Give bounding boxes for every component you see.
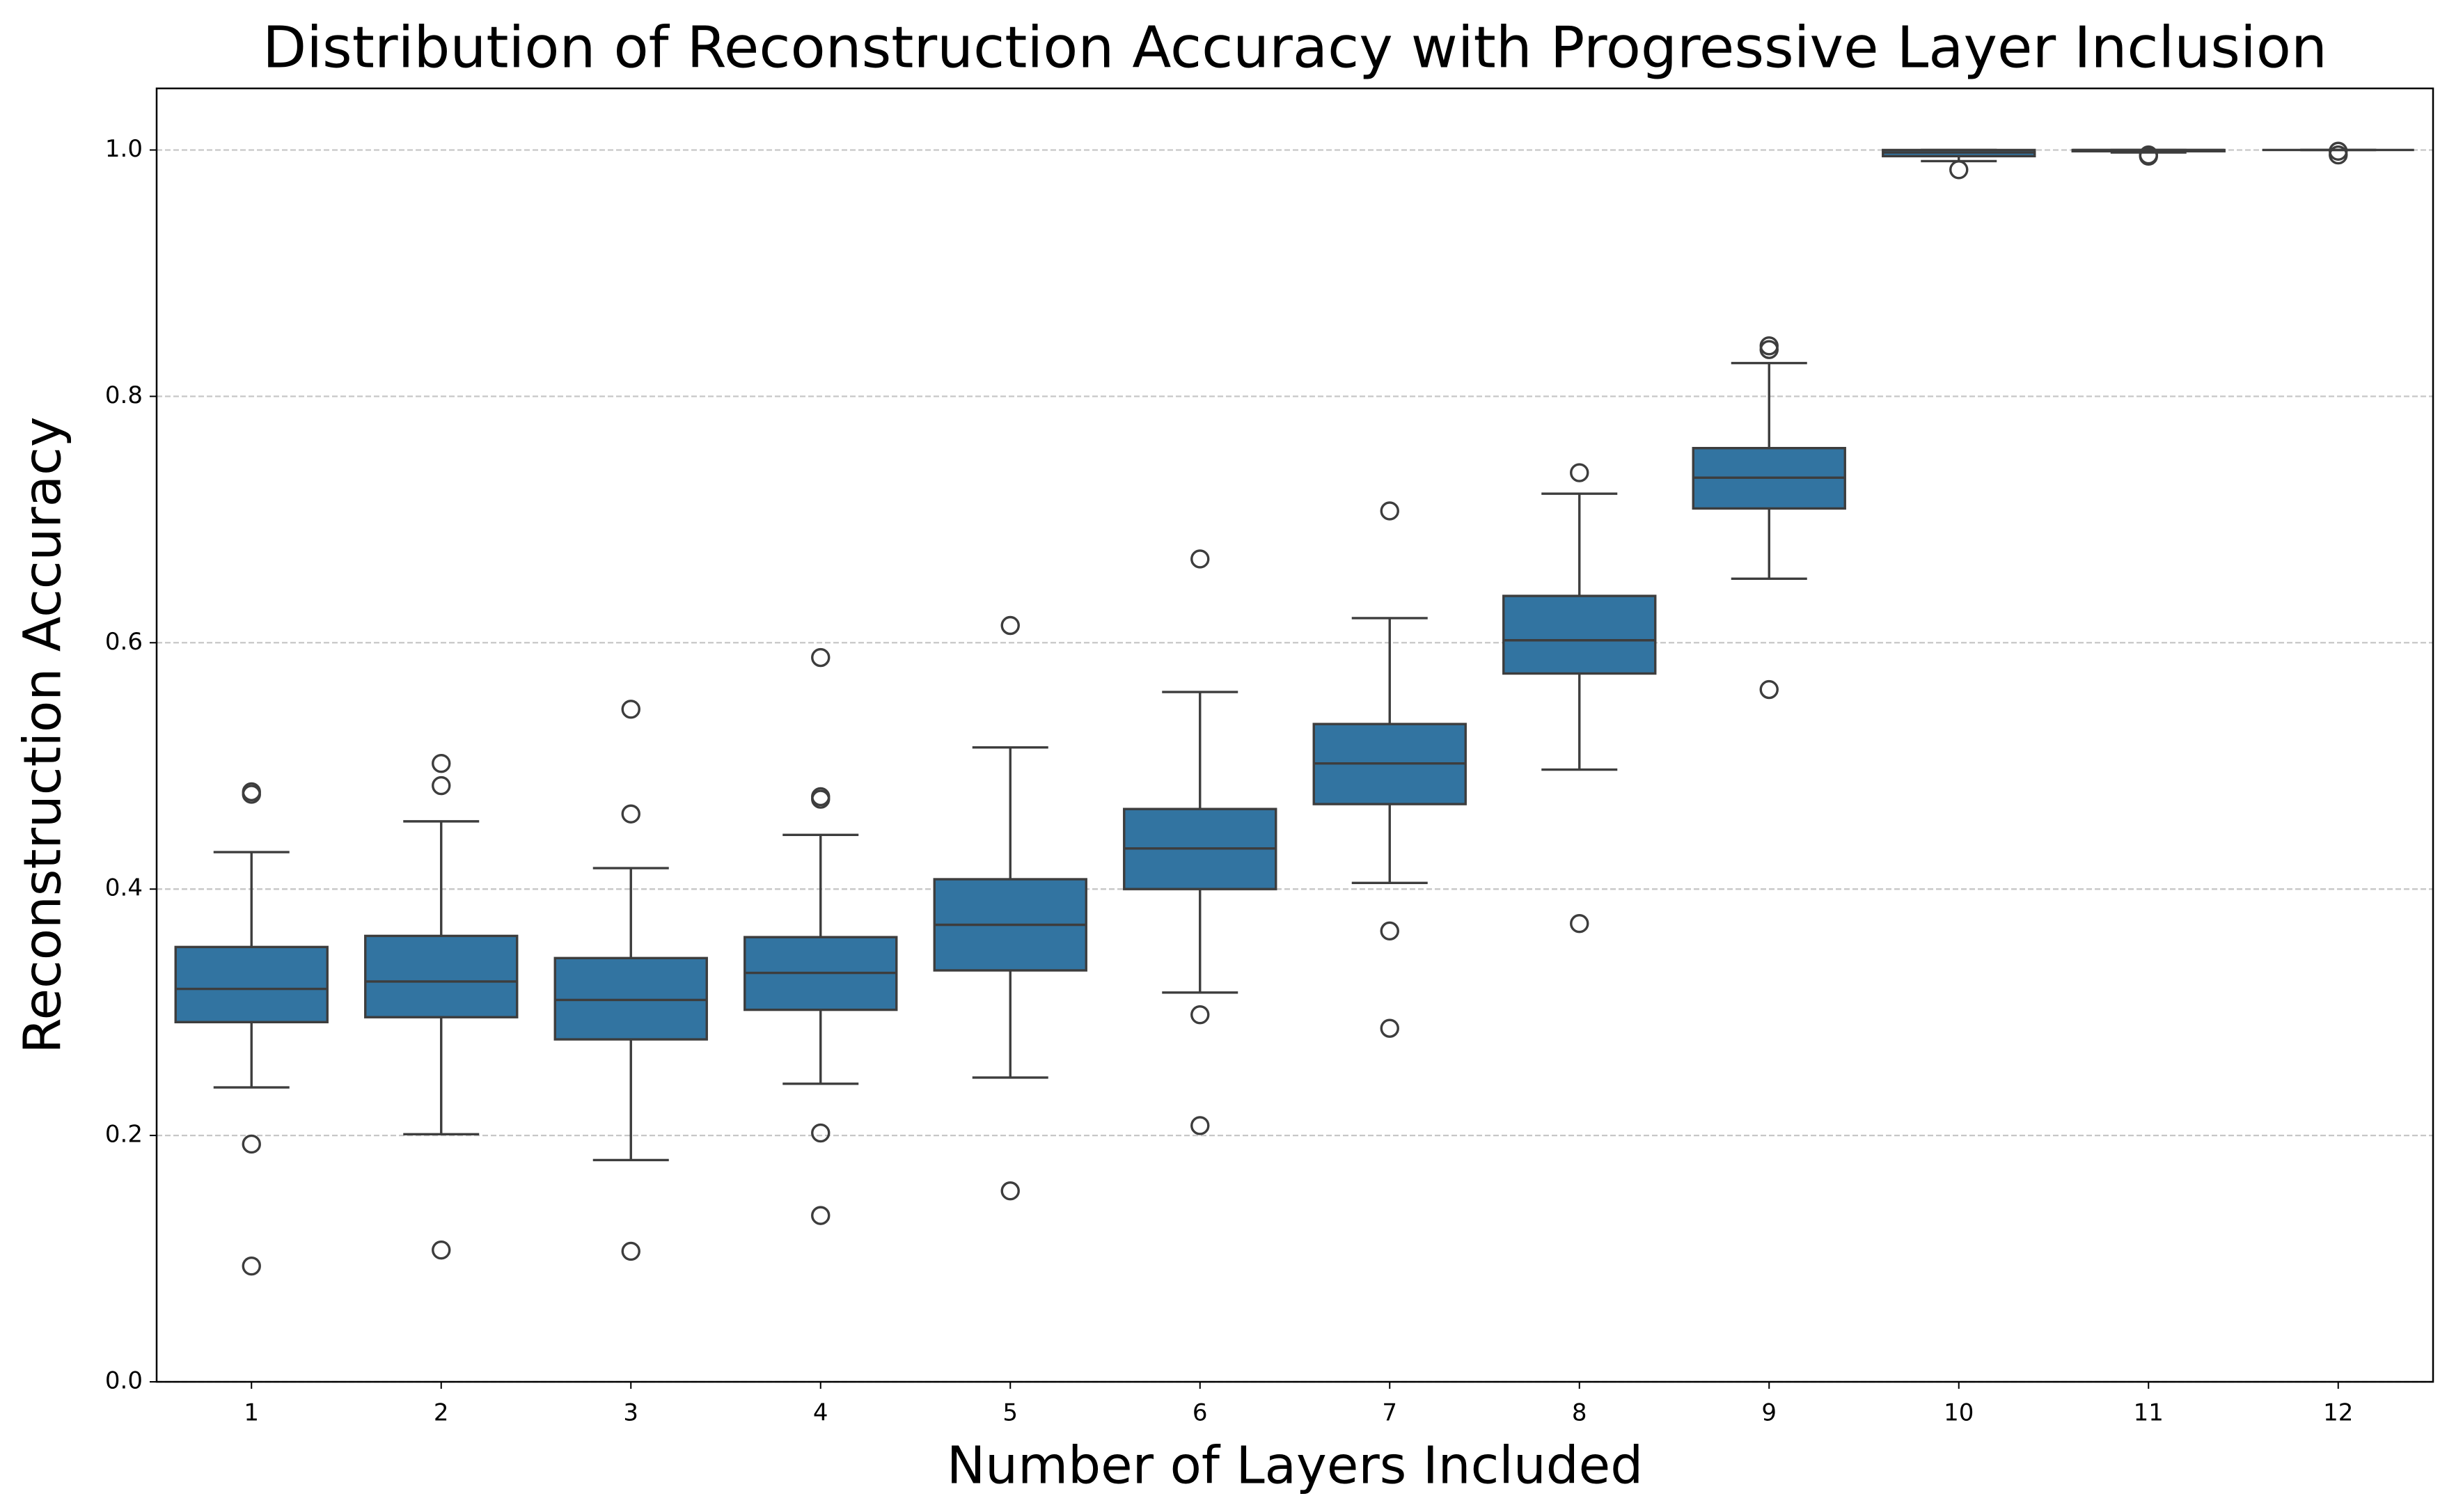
outlier	[1190, 1005, 1210, 1025]
y-tick-label: 0.0	[105, 1367, 143, 1395]
outlier	[621, 700, 640, 719]
chart-title: Distribution of Reconstruction Accuracy …	[262, 15, 2327, 81]
box	[553, 956, 708, 1041]
x-tick-label: 5	[1002, 1399, 1018, 1427]
plot-frame	[155, 87, 2434, 1383]
outlier	[1000, 1181, 1020, 1201]
box	[174, 945, 329, 1023]
outlier	[811, 1206, 831, 1225]
y-tick-label: 0.2	[105, 1121, 143, 1149]
outlier	[1190, 549, 1210, 569]
x-tick-label: 7	[1382, 1399, 1397, 1427]
outlier	[811, 647, 831, 668]
x-axis-label: Number of Layers Included	[947, 1436, 1643, 1496]
outlier	[432, 753, 451, 773]
box	[1502, 594, 1657, 675]
x-tick-label: 8	[1572, 1399, 1587, 1427]
x-tick-label: 6	[1193, 1399, 1208, 1427]
x-tick-label: 1	[244, 1399, 259, 1427]
x-tick-label: 2	[434, 1399, 449, 1427]
outlier	[1759, 679, 1779, 700]
y-tick-label: 1.0	[105, 135, 143, 163]
x-tick-label: 3	[623, 1399, 638, 1427]
outlier	[1000, 615, 1020, 636]
outlier	[242, 1256, 261, 1276]
outlier	[1570, 463, 1589, 482]
outlier	[1759, 340, 1779, 359]
outlier	[242, 785, 261, 804]
outlier	[621, 1241, 640, 1261]
outlier	[1570, 914, 1589, 934]
outlier	[1380, 1018, 1399, 1038]
box	[364, 934, 519, 1018]
y-tick-label: 0.6	[105, 628, 143, 656]
x-tick-label: 10	[1944, 1399, 1974, 1427]
x-tick-label: 9	[1761, 1399, 1777, 1427]
outlier	[432, 1240, 451, 1260]
outlier	[1190, 1116, 1210, 1135]
outlier	[2329, 141, 2348, 161]
x-tick-label: 4	[813, 1399, 828, 1427]
outlier	[1380, 501, 1399, 521]
outlier	[1949, 160, 1969, 180]
outlier	[1380, 921, 1399, 941]
outlier	[811, 1123, 831, 1143]
y-tick-label: 0.4	[105, 874, 143, 902]
outlier	[2139, 145, 2158, 165]
x-tick-label: 11	[2134, 1399, 2164, 1427]
y-tick-label: 0.8	[105, 381, 143, 409]
outlier	[432, 775, 451, 796]
outlier	[811, 789, 831, 809]
x-tick-label: 12	[2323, 1399, 2353, 1427]
y-axis-label: Reconstruction Accuracy	[13, 416, 73, 1053]
outlier	[621, 804, 640, 824]
outlier	[242, 1134, 261, 1154]
